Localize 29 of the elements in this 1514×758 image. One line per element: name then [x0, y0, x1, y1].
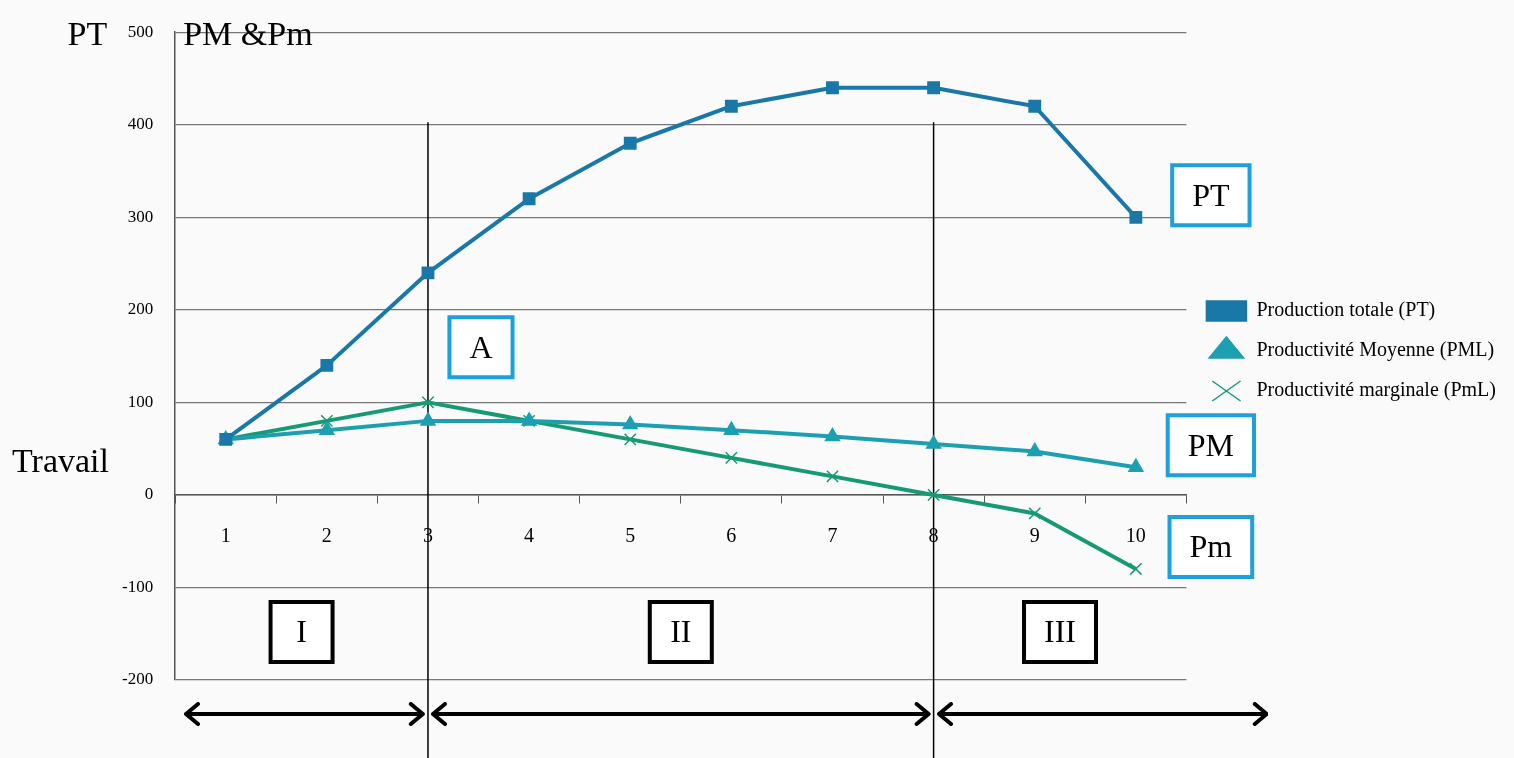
legend-label: Productivité Moyenne (PML) — [1256, 338, 1495, 362]
y-tick-label: 0 — [144, 484, 154, 504]
legend-label: Production totale (PT) — [1256, 298, 1436, 322]
x-tick-label: 9 — [1029, 524, 1040, 547]
annotation: PM — [1187, 426, 1234, 463]
y-tick-label: 200 — [127, 299, 154, 319]
y-tick-label: 300 — [127, 206, 154, 226]
y-tick-label: -100 — [121, 576, 154, 596]
y-tick-label: 100 — [127, 391, 154, 411]
annotation: PT — [1192, 176, 1230, 213]
annotation: I — [296, 613, 307, 650]
legend-label: Productivité marginale (PmL) — [1256, 378, 1497, 402]
x-tick-label: 1 — [220, 524, 231, 547]
annotation: PM &Pm — [183, 15, 313, 53]
x-axis-title: Travail — [12, 441, 109, 479]
x-tick-label: 6 — [726, 524, 737, 547]
annotation: III — [1044, 613, 1076, 650]
y-tick-label: -200 — [121, 669, 154, 689]
annotation: Pm — [1189, 528, 1233, 565]
x-tick-label: 2 — [321, 524, 332, 547]
x-tick-label: 5 — [625, 524, 636, 547]
y-tick-label: 400 — [127, 114, 154, 134]
y-tick-label: 500 — [127, 21, 154, 41]
y-axis-title: PT — [67, 15, 108, 53]
x-tick-label: 7 — [827, 524, 838, 547]
annotation: A — [469, 328, 493, 365]
annotation: II — [670, 613, 692, 650]
x-tick-label: 4 — [524, 524, 535, 547]
x-tick-label: 10 — [1125, 524, 1146, 547]
